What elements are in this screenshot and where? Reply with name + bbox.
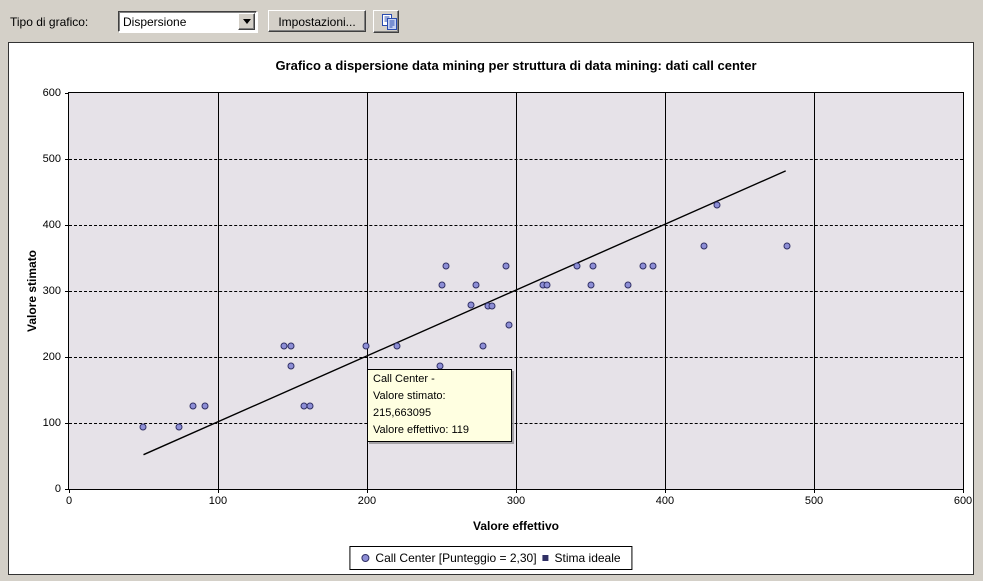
toolbar: Tipo di grafico: Dispersione Impostazion…: [0, 0, 983, 41]
y-tick-mark: [65, 423, 69, 424]
x-tick-label: 200: [357, 495, 377, 507]
x-tick-label: 300: [506, 495, 526, 507]
y-tick-mark: [65, 356, 69, 358]
chart-type-select[interactable]: Dispersione: [118, 11, 257, 32]
x-tick-label: 0: [65, 495, 73, 507]
data-point[interactable]: [287, 342, 295, 350]
x-tick-label: 400: [655, 495, 675, 507]
y-tick-label: 100: [42, 417, 61, 429]
x-tick-mark: [69, 489, 70, 493]
x-tick-label: 500: [804, 495, 824, 507]
data-point[interactable]: [589, 262, 597, 270]
x-tick-label: 100: [208, 495, 228, 507]
data-point[interactable]: [639, 262, 647, 270]
y-axis-title-wrap: Valore stimato: [23, 92, 41, 490]
legend-series-label: Call Center [Punteggio = 2,30]: [375, 551, 537, 565]
data-point[interactable]: [505, 321, 513, 329]
chart-type-label: Tipo di grafico:: [10, 15, 89, 29]
data-point[interactable]: [438, 281, 445, 289]
data-point[interactable]: [502, 262, 510, 270]
data-point[interactable]: [479, 342, 487, 350]
data-point[interactable]: [287, 362, 295, 370]
data-point[interactable]: [436, 362, 444, 370]
legend-scatter-marker-icon: [361, 554, 370, 562]
data-point[interactable]: [175, 423, 183, 431]
y-tick-mark: [65, 489, 69, 490]
y-tick-label: 400: [42, 218, 61, 231]
y-tick-label: 600: [42, 87, 61, 99]
data-point[interactable]: [783, 242, 791, 250]
data-point[interactable]: [280, 342, 288, 350]
data-point[interactable]: [189, 402, 197, 410]
gridline-horizontal: [69, 224, 963, 226]
copy-icon: [382, 14, 397, 30]
y-tick-label: 200: [42, 350, 61, 363]
data-point[interactable]: [442, 262, 450, 270]
legend: Call Center [Punteggio = 2,30] Stima ide…: [349, 546, 633, 570]
chart-panel: Grafico a dispersione data mining per st…: [8, 42, 974, 575]
gridline-horizontal: [69, 158, 963, 160]
tooltip-line-3: Valore effettivo: 119: [373, 424, 470, 436]
data-point[interactable]: [362, 342, 369, 350]
dropdown-arrow-button[interactable]: [238, 13, 255, 30]
chevron-down-icon: [242, 19, 251, 24]
x-tick-label: 600: [953, 495, 973, 507]
plot-area[interactable]: Call Center - Valore stimato: 215,663095…: [43, 87, 973, 507]
y-tick-label: 300: [42, 285, 61, 297]
data-point[interactable]: [393, 342, 401, 350]
y-axis-title: Valore stimato: [25, 249, 39, 333]
data-point[interactable]: [573, 262, 581, 270]
x-tick-mark: [814, 489, 815, 493]
x-tick-mark: [217, 489, 219, 493]
data-point[interactable]: [467, 301, 475, 309]
gridline-horizontal: [69, 423, 963, 424]
x-axis-title: Valore effettivo: [472, 519, 560, 533]
tooltip: Call Center - Valore stimato: 215,663095…: [367, 369, 512, 442]
data-point[interactable]: [649, 262, 657, 270]
data-point[interactable]: [139, 423, 147, 431]
data-point[interactable]: [587, 281, 594, 289]
x-tick-mark: [664, 489, 666, 493]
ideal-line: [69, 93, 963, 489]
data-point[interactable]: [306, 402, 314, 410]
y-tick-mark: [65, 93, 69, 94]
data-point[interactable]: [472, 281, 480, 289]
data-point[interactable]: [543, 281, 551, 289]
legend-line-marker-icon: [542, 555, 549, 561]
data-point[interactable]: [624, 281, 632, 289]
data-point[interactable]: [700, 242, 708, 250]
y-tick-label: 0: [54, 483, 61, 495]
chart-title: Grafico a dispersione data mining per st…: [275, 58, 757, 73]
tooltip-line-1: Call Center -: [373, 373, 435, 385]
copy-button[interactable]: [373, 10, 399, 33]
data-point[interactable]: [201, 402, 209, 410]
x-tick-mark: [366, 489, 368, 493]
tooltip-line-2: Valore stimato: 215,663095: [373, 390, 446, 419]
x-tick-mark: [963, 489, 964, 493]
y-tick-mark: [65, 158, 69, 160]
y-tick-mark: [65, 224, 69, 226]
legend-line-label: Stima ideale: [554, 551, 621, 565]
gridline-horizontal: [69, 291, 963, 292]
y-tick-mark: [65, 291, 69, 292]
x-tick-mark: [516, 489, 517, 493]
gridline-horizontal: [69, 356, 963, 358]
y-tick-label: 500: [42, 152, 61, 165]
chart-type-value: Dispersione: [123, 15, 187, 29]
data-point[interactable]: [713, 201, 721, 209]
data-point[interactable]: [488, 302, 496, 310]
settings-button[interactable]: Impostazioni...: [268, 10, 366, 32]
